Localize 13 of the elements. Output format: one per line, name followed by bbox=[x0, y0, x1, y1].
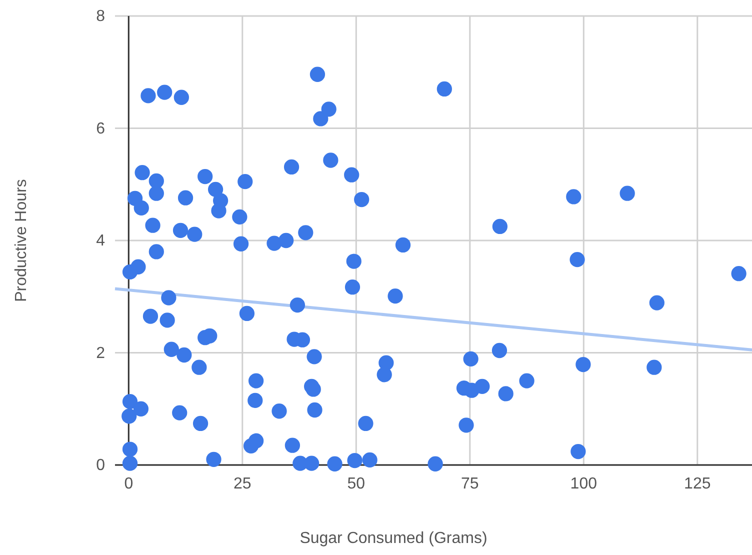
x-tick-label: 25 bbox=[234, 475, 252, 492]
x-axis-title: Sugar Consumed (Grams) bbox=[300, 530, 488, 547]
x-tick-label: 125 bbox=[684, 475, 711, 492]
x-tick-label: 50 bbox=[347, 475, 366, 492]
y-tick-label: 0 bbox=[96, 457, 106, 474]
y-tick-label: 8 bbox=[96, 8, 106, 26]
y-tick-label: 2 bbox=[96, 344, 106, 362]
x-tick-label: 0 bbox=[124, 475, 134, 492]
y-tick-label: 6 bbox=[96, 120, 106, 138]
y-tick-label: 4 bbox=[96, 232, 106, 250]
y-axis-title: Productive Hours bbox=[13, 179, 30, 302]
x-tick-label: 100 bbox=[570, 475, 598, 492]
x-tick-label: 75 bbox=[461, 475, 479, 492]
